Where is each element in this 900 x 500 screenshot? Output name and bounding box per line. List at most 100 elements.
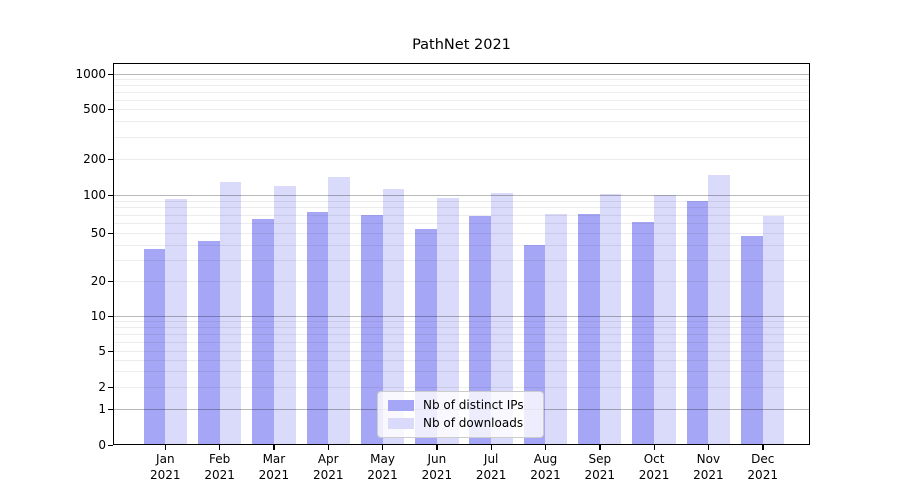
x-tick-label-oct: Oct 2021 bbox=[638, 452, 670, 482]
bars-layer bbox=[113, 63, 810, 445]
legend-swatch-downloads bbox=[388, 418, 414, 429]
bar-downloads-sep bbox=[599, 194, 622, 445]
gridline-minor bbox=[113, 387, 810, 388]
bar-distinct-ips-nov bbox=[686, 201, 709, 445]
chart-title: PathNet 2021 bbox=[412, 37, 511, 53]
x-tick-label-feb: Feb 2021 bbox=[204, 452, 235, 482]
x-tick bbox=[707, 445, 710, 450]
gridline-major bbox=[113, 74, 810, 75]
y-tick bbox=[108, 386, 113, 388]
y-tick-label: 100 bbox=[83, 188, 106, 203]
bar-distinct-ips-jan bbox=[143, 248, 166, 445]
legend: Nb of distinct IPs Nb of downloads bbox=[377, 391, 544, 438]
y-tick bbox=[108, 315, 113, 317]
gridline-minor bbox=[113, 207, 810, 209]
gridline-minor bbox=[113, 359, 810, 361]
y-tick-label: 50 bbox=[90, 226, 106, 240]
gridline-minor bbox=[113, 223, 810, 225]
gridline-minor bbox=[113, 371, 810, 373]
legend-item-downloads: Nb of downloads bbox=[388, 417, 543, 430]
x-tick bbox=[164, 445, 167, 450]
gridline-minor bbox=[113, 137, 810, 138]
y-tick-label: 1 bbox=[98, 402, 106, 416]
bar-distinct-ips-jun bbox=[415, 228, 437, 445]
bar-downloads-feb bbox=[219, 182, 242, 445]
x-tick-label-sep: Sep 2021 bbox=[584, 452, 616, 482]
y-tick bbox=[108, 194, 113, 197]
bar-downloads-oct bbox=[654, 195, 676, 445]
bar-downloads-jan bbox=[165, 198, 187, 445]
bar-distinct-ips-apr bbox=[306, 211, 329, 445]
x-tick bbox=[599, 445, 601, 450]
gridline-minor bbox=[113, 259, 810, 261]
bar-distinct-ips-feb bbox=[197, 240, 220, 445]
x-tick-label-jun: Jun 2021 bbox=[421, 452, 453, 482]
gridline-minor bbox=[113, 201, 810, 203]
x-tick bbox=[544, 445, 547, 450]
y-tick bbox=[108, 73, 113, 75]
grid-layer bbox=[113, 63, 810, 445]
bar-distinct-ips-oct bbox=[632, 222, 655, 445]
x-tick bbox=[327, 445, 330, 450]
bar-downloads-nov bbox=[708, 174, 731, 445]
x-tick-label-apr: Apr 2021 bbox=[312, 452, 344, 482]
bar-distinct-ips-dec bbox=[741, 236, 763, 445]
gridline-minor bbox=[113, 159, 810, 160]
y-tick bbox=[108, 232, 113, 234]
y-tick bbox=[108, 108, 113, 111]
bar-downloads-apr bbox=[328, 176, 350, 445]
bar-downloads-may bbox=[382, 189, 405, 445]
gridline-minor bbox=[113, 85, 810, 87]
gridline-minor bbox=[113, 214, 810, 216]
y-tick-label: 500 bbox=[83, 102, 106, 117]
x-tick bbox=[436, 445, 438, 450]
x-tick-label-mar: Mar 2021 bbox=[258, 452, 290, 482]
y-tick-label: 0 bbox=[98, 438, 106, 453]
legend-swatch-distinct-ips bbox=[388, 400, 414, 411]
x-tick bbox=[219, 445, 221, 450]
gridline-minor bbox=[113, 341, 810, 343]
x-tick bbox=[382, 445, 384, 450]
gridline-minor bbox=[113, 334, 810, 335]
gridline-minor bbox=[113, 233, 810, 234]
y-tick-label: 5 bbox=[98, 344, 106, 358]
gridline-minor bbox=[113, 327, 810, 329]
x-tick bbox=[273, 445, 275, 450]
gridline-minor bbox=[113, 244, 810, 246]
y-tick-label: 1000 bbox=[75, 67, 106, 81]
y-tick bbox=[108, 158, 113, 160]
x-tick bbox=[653, 445, 655, 450]
bar-downloads-jul bbox=[491, 192, 513, 445]
x-tick bbox=[762, 445, 764, 450]
gridline-minor bbox=[113, 92, 810, 94]
y-tick bbox=[108, 408, 113, 410]
bar-distinct-ips-may bbox=[360, 215, 383, 445]
gridline-minor bbox=[113, 321, 810, 323]
y-tick-label: 200 bbox=[83, 152, 106, 166]
gridline-minor bbox=[113, 121, 810, 123]
y-tick-label: 2 bbox=[98, 380, 106, 394]
gridline-minor bbox=[113, 281, 810, 282]
x-tick bbox=[490, 445, 492, 450]
legend-item-distinct-ips: Nb of distinct IPs bbox=[388, 399, 543, 412]
legend-label: Nb of downloads bbox=[423, 416, 524, 430]
x-tick-label-nov: Nov 2021 bbox=[693, 452, 724, 482]
bar-distinct-ips-sep bbox=[578, 213, 600, 445]
x-tick-label-aug: Aug 2021 bbox=[530, 452, 561, 482]
gridline-minor bbox=[113, 109, 810, 111]
bar-distinct-ips-jul bbox=[469, 216, 492, 445]
legend-label: Nb of distinct IPs bbox=[423, 398, 524, 412]
bar-downloads-dec bbox=[762, 216, 785, 445]
bar-downloads-jun bbox=[436, 198, 459, 445]
y-tick bbox=[108, 350, 113, 352]
x-tick-label-jan: Jan 2021 bbox=[150, 452, 181, 482]
y-tick-label: 10 bbox=[90, 309, 106, 323]
gridline-minor bbox=[113, 100, 810, 101]
gridline-major bbox=[113, 316, 810, 317]
plot-area bbox=[113, 63, 810, 445]
gridline-major bbox=[113, 195, 810, 197]
gridline-minor bbox=[113, 79, 810, 81]
gridline-minor bbox=[113, 351, 810, 352]
bar-downloads-aug bbox=[545, 213, 568, 445]
